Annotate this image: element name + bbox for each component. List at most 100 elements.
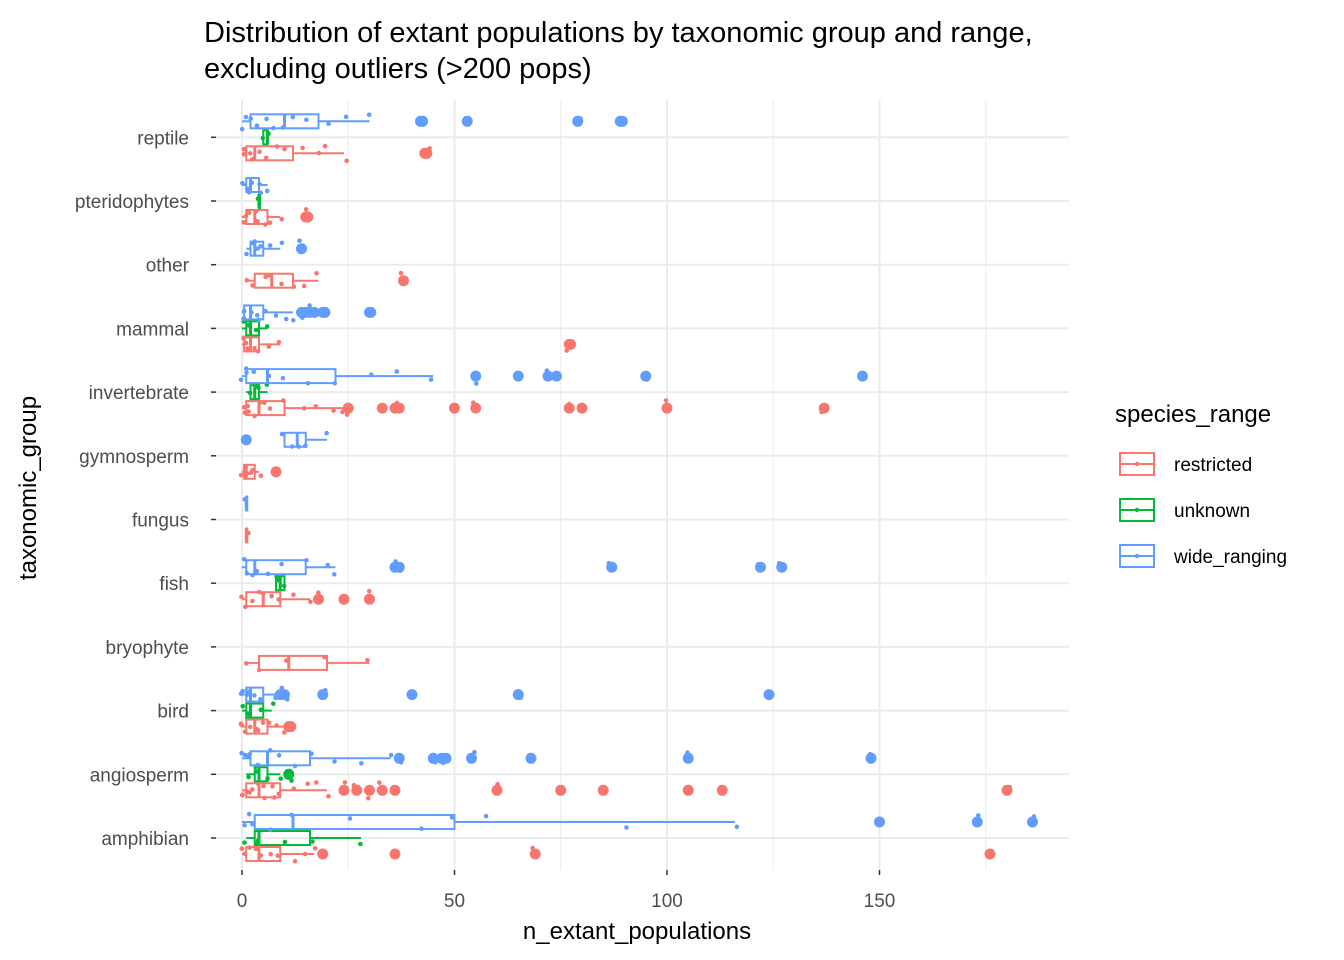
- jitter-point: [310, 839, 315, 844]
- box-iqr: [245, 368, 337, 385]
- jitter-point: [262, 400, 267, 406]
- outlier-point: [398, 275, 409, 287]
- jitter-point: [264, 116, 269, 122]
- jitter-point: [243, 366, 249, 371]
- jitter-point: [301, 406, 307, 411]
- outlier-point: [364, 784, 375, 796]
- plot-panel: [216, 100, 1069, 870]
- jitter-point: [366, 588, 372, 594]
- jitter-point: [578, 116, 583, 121]
- jitter-point: [281, 398, 286, 403]
- jitter-point: [268, 851, 274, 857]
- legend-label-unknown: unknown: [1174, 501, 1250, 522]
- legend-entry-restricted: restricted: [1119, 452, 1252, 476]
- box-reptile-restricted: [241, 143, 433, 164]
- jitter-point: [244, 251, 249, 257]
- jitter-point: [291, 786, 297, 791]
- jitter-point: [250, 572, 255, 578]
- y-tick-label: bird: [157, 702, 189, 723]
- box-iqr: [253, 830, 311, 846]
- jitter-point: [685, 750, 690, 755]
- jitter-point: [331, 572, 337, 577]
- jitter-point: [304, 117, 309, 123]
- jitter-point: [241, 146, 247, 152]
- jitter-point: [556, 787, 562, 793]
- jitter-point: [254, 769, 260, 774]
- jitter-point: [408, 690, 414, 696]
- y-tick-label: pteridophytes: [75, 192, 189, 213]
- jitter-point: [247, 151, 253, 156]
- jitter-point: [391, 851, 396, 857]
- jitter-point: [617, 118, 623, 124]
- box-reptile-wide_ranging: [239, 112, 628, 132]
- jitter-point: [483, 813, 489, 819]
- outlier-point: [470, 370, 482, 382]
- jitter-point: [238, 377, 244, 383]
- jitter-point: [283, 658, 289, 663]
- x-tick-label: 0: [237, 891, 248, 912]
- jitter-point: [244, 435, 250, 441]
- jitter-point: [260, 135, 266, 141]
- jitter-point: [252, 239, 258, 244]
- legend-key-point: [1134, 553, 1140, 559]
- jitter-point: [246, 409, 251, 414]
- outlier-point: [563, 402, 575, 414]
- jitter-point: [256, 385, 261, 390]
- outlier-point: [417, 115, 429, 127]
- legend-entries: restricted unknown wide_ranging: [1119, 452, 1287, 568]
- jitter-point: [254, 568, 260, 574]
- jitter-point: [261, 783, 266, 789]
- jitter-point: [252, 413, 257, 419]
- jitter-point: [246, 811, 252, 817]
- outlier-point: [296, 243, 307, 255]
- jitter-point: [258, 473, 264, 478]
- x-tick-label: 100: [651, 891, 683, 912]
- jitter-point: [344, 158, 349, 164]
- outlier-point: [302, 211, 314, 223]
- jitter-point: [257, 181, 262, 187]
- jitter-point: [332, 380, 338, 386]
- box-iqr: [249, 750, 311, 767]
- jitter-point: [247, 724, 253, 730]
- jitter-point: [257, 149, 262, 155]
- jitter-point: [304, 557, 309, 563]
- jitter-point: [721, 791, 726, 796]
- jitter-point: [255, 218, 260, 224]
- jitter-point: [239, 126, 245, 132]
- jitter-point: [250, 598, 255, 604]
- jitter-point: [254, 123, 260, 128]
- jitter-point: [256, 667, 262, 673]
- jitter-point: [244, 277, 250, 283]
- jitter-point: [396, 404, 401, 410]
- box-gymnosperm-wide_ranging: [240, 430, 329, 449]
- jitter-point: [340, 409, 345, 415]
- jitter-point: [279, 240, 285, 246]
- jitter-point: [472, 749, 477, 755]
- jitter-point: [255, 838, 261, 843]
- jitter-point: [241, 151, 247, 157]
- jitter-point: [273, 313, 279, 318]
- outlier-point: [470, 402, 482, 414]
- outlier-point: [466, 752, 477, 764]
- outlier-point: [597, 784, 609, 796]
- jitter-point: [323, 310, 328, 316]
- jitter-point: [246, 190, 252, 195]
- box-iqr: [253, 272, 294, 289]
- jitter-point: [867, 752, 873, 757]
- y-tick-label: gymnosperm: [79, 447, 189, 468]
- jitter-point: [251, 369, 257, 375]
- jitter-point: [255, 348, 261, 354]
- legend-label-wide_ranging: wide_ranging: [1173, 547, 1287, 568]
- jitter-point: [556, 375, 562, 381]
- box-other-wide_ranging: [244, 238, 307, 257]
- jitter-point: [276, 597, 282, 602]
- jitter-point: [242, 497, 248, 502]
- legend: species_range restricted unknown wide_rang…: [1115, 401, 1287, 568]
- jitter-point: [281, 730, 287, 735]
- jitter-point: [308, 599, 313, 605]
- box-iqr: [283, 431, 307, 448]
- box-iqr: [243, 463, 256, 480]
- jitter-point: [858, 375, 864, 380]
- legend-title: species_range: [1115, 401, 1271, 428]
- jitter-point: [755, 562, 761, 567]
